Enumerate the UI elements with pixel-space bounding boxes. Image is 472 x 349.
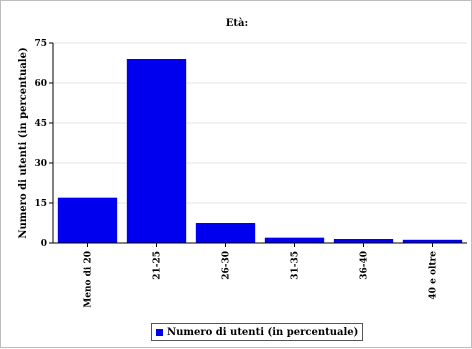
x-tick-label-5: 40 e oltre xyxy=(429,251,439,300)
bar-4 xyxy=(333,239,394,243)
bar-5 xyxy=(402,239,463,243)
y-tick-label-0: 0 xyxy=(41,239,47,249)
bar-1 xyxy=(126,59,187,243)
chart-title: Età: xyxy=(226,18,248,29)
bar-0 xyxy=(57,197,118,243)
y-tick-label-1: 15 xyxy=(34,199,47,209)
x-tick-label-4: 36-40 xyxy=(360,251,370,280)
y-tick-label-2: 30 xyxy=(34,159,47,169)
x-tick-labels: Meno di 20 21-25 26-30 31-35 36-40 40 e oltre xyxy=(84,243,439,308)
x-tick-label-1: 21-25 xyxy=(153,251,163,280)
y-tick-label-4: 60 xyxy=(34,79,47,89)
legend-swatch xyxy=(156,328,163,336)
axes xyxy=(52,43,467,244)
bar-2 xyxy=(195,223,256,243)
y-tick-label-3: 45 xyxy=(34,119,47,129)
legend: Numero di utenti (in percentuale) xyxy=(151,323,364,341)
y-tick-label-5: 75 xyxy=(34,39,47,49)
y-tick-labels: 0 15 30 45 60 75 xyxy=(34,39,47,249)
gridlines xyxy=(49,42,467,244)
y-axis-label: Numero di utenti (in percentuale) xyxy=(18,47,29,238)
bar-3 xyxy=(264,237,325,243)
x-tick-label-3: 31-35 xyxy=(291,251,301,280)
x-tick-label-0: Meno di 20 xyxy=(84,251,94,308)
x-tick-label-2: 26-30 xyxy=(222,251,232,280)
bars xyxy=(57,59,463,243)
legend-label: Numero di utenti (in percentuale) xyxy=(167,326,359,338)
